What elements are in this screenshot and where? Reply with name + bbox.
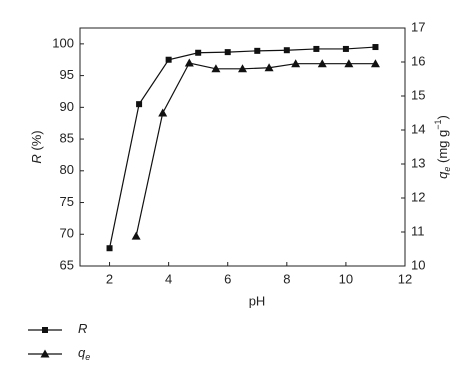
x-tick-label: 12 xyxy=(398,271,412,286)
y-tick-label: 75 xyxy=(60,194,74,209)
plot-frame xyxy=(79,27,406,267)
y2-tick-label: 16 xyxy=(411,53,425,68)
marker xyxy=(40,349,50,358)
y-tick-label: 80 xyxy=(60,162,74,177)
y-tick-label: 100 xyxy=(52,35,74,50)
y2-tick-label: 12 xyxy=(411,189,425,204)
marker xyxy=(264,63,274,72)
marker xyxy=(184,58,194,67)
marker xyxy=(370,59,380,68)
y2-tick-label: 14 xyxy=(411,121,425,136)
y2-tick-label: 11 xyxy=(411,223,425,238)
y2-tick-label: 15 xyxy=(411,87,425,102)
x-tick-label: 6 xyxy=(224,271,231,286)
marker xyxy=(195,49,202,56)
marker xyxy=(283,47,290,54)
marker xyxy=(372,44,379,51)
marker xyxy=(224,49,231,56)
marker xyxy=(254,47,261,54)
marker xyxy=(344,59,354,68)
legend-label: qe xyxy=(78,345,90,362)
y-tick-label: 90 xyxy=(60,99,74,114)
legend-name: q xyxy=(78,345,86,360)
x-tick-label: 4 xyxy=(165,271,172,286)
y-axis-label: R (%) xyxy=(29,130,44,163)
series-line xyxy=(108,46,376,249)
marker xyxy=(136,101,143,108)
x-tick-label: 10 xyxy=(339,271,353,286)
y2-tick-label: 13 xyxy=(411,155,425,170)
marker xyxy=(238,64,247,73)
y-tick-label: 70 xyxy=(60,226,74,241)
marker xyxy=(131,231,141,240)
y2-label-close: ) xyxy=(435,115,450,119)
y-tick-label: 65 xyxy=(60,257,74,272)
y-label-unit: (%) xyxy=(29,130,44,150)
marker xyxy=(42,327,48,333)
y2-tick-label: 17 xyxy=(411,19,425,34)
marker xyxy=(106,245,113,252)
series-line xyxy=(135,62,376,237)
x-tick-label: 2 xyxy=(106,271,113,286)
legend-name: R xyxy=(78,321,87,336)
y-tick-label: 95 xyxy=(60,67,74,82)
marker xyxy=(158,108,168,117)
x-axis-label: pH xyxy=(249,293,266,308)
marker xyxy=(342,45,349,52)
y-tick-label: 85 xyxy=(60,131,74,146)
y2-tick-label: 10 xyxy=(411,257,425,272)
marker xyxy=(317,59,327,68)
legend-label: R xyxy=(78,321,87,336)
marker xyxy=(211,64,221,73)
y2-axis-label: qe (mg g−1) xyxy=(433,115,454,179)
x-tick-label: 8 xyxy=(283,271,290,286)
y2-label-unit: (mg g xyxy=(435,130,450,163)
y2-label-var: q xyxy=(435,171,450,179)
marker xyxy=(165,56,172,63)
marker xyxy=(291,59,301,68)
y2-label-sub: e xyxy=(442,167,452,172)
y-label-var: R xyxy=(29,154,44,163)
y2-label-sup: −1 xyxy=(433,119,443,129)
marker xyxy=(313,45,320,52)
legend-sub: e xyxy=(85,352,90,362)
